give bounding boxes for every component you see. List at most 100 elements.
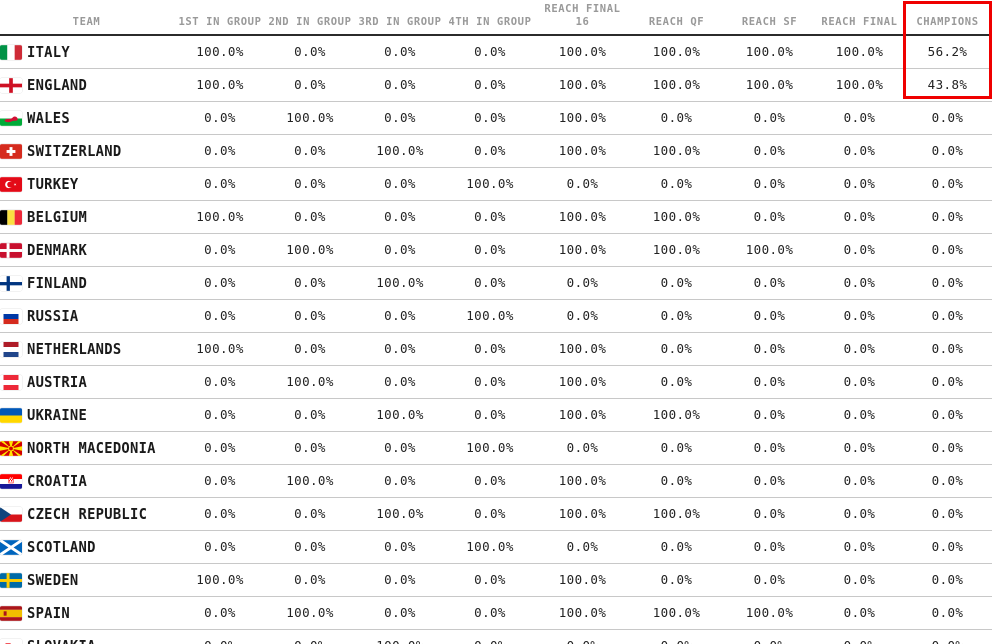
cell-value: 0.0% <box>384 242 416 257</box>
cell-reach-sf: 0.0% <box>723 563 816 597</box>
cell-value: 0.0% <box>204 374 236 389</box>
cell-champions: 0.0% <box>903 530 992 564</box>
flag-italy-icon <box>0 44 22 60</box>
cell-value: 0.0% <box>660 539 693 554</box>
column-header-1st-in-group[interactable]: 1ST IN GROUP <box>175 0 265 36</box>
table-row[interactable]: TURKEY 0.0% 0.0% 0.0% 100.0% 0.0% 0.0% 0.0% 0.0%… <box>0 167 992 201</box>
cell-1st-in-group: 100.0% <box>175 68 265 102</box>
cell-4th-in-group: 0.0% <box>445 200 535 234</box>
team-cell[interactable]: SWEDEN <box>0 563 175 597</box>
column-header-team[interactable]: TEAM <box>0 0 175 36</box>
cell-champions: 0.0% <box>903 563 992 597</box>
cell-4th-in-group: 100.0% <box>445 431 535 465</box>
table-row[interactable]: BELGIUM 100.0% 0.0% 0.0% 0.0% 100.0% 100.0% 0.0… <box>0 200 992 234</box>
cell-4th-in-group: 0.0% <box>445 134 535 168</box>
table-row[interactable]: NETHERLANDS 100.0% 0.0% 0.0% 0.0% 100.0% 0.0% 0… <box>0 332 992 366</box>
cell-reach-qf: 100.0% <box>630 35 723 69</box>
table-row[interactable]: CROATIA 0.0% 100.0% 0.0% 0.0% 100.0% 0.0% 0.0% 0… <box>0 464 992 498</box>
table-row[interactable]: ITALY 100.0% 0.0% 0.0% 0.0% 100.0% 100.0% 100.0… <box>0 35 992 69</box>
table-row[interactable]: FINLAND 0.0% 0.0% 100.0% 0.0% 0.0% 0.0% 0.0% 0.0… <box>0 266 992 300</box>
cell-4th-in-group: 0.0% <box>445 332 535 366</box>
table-row[interactable]: RUSSIA 0.0% 0.0% 0.0% 100.0% 0.0% 0.0% 0.0% 0.0%… <box>0 299 992 333</box>
team-cell[interactable]: NETHERLANDS <box>0 332 175 366</box>
team-cell[interactable]: TURKEY <box>0 167 175 201</box>
team-cell[interactable]: AUSTRIA <box>0 365 175 399</box>
cell-4th-in-group: 0.0% <box>445 233 535 267</box>
cell-value: 0.0% <box>660 176 693 191</box>
cell-1st-in-group: 0.0% <box>175 134 265 168</box>
cell-value: 100.0% <box>376 275 424 290</box>
cell-reach-sf: 100.0% <box>723 35 816 69</box>
cell-value: 0.0% <box>294 143 326 158</box>
cell-champions: 0.0% <box>903 167 992 201</box>
team-cell[interactable]: SWITZERLAND <box>0 134 175 168</box>
cell-2nd-in-group: 0.0% <box>265 530 355 564</box>
column-header-2nd-in-group[interactable]: 2ND IN GROUP <box>265 0 355 36</box>
table-row[interactable]: SLOVAKIA0.0%0.0%100.0%0.0%0.0%0.0%0.0%0.… <box>0 629 992 644</box>
cell-value: 0.0% <box>294 77 326 92</box>
cell-value: 0.0% <box>294 176 326 191</box>
team-name: TURKEY <box>27 175 79 193</box>
cell-value: 100.0% <box>652 77 701 92</box>
cell-value: 0.0% <box>843 374 876 389</box>
team-name: FINLAND <box>27 274 88 292</box>
table-row[interactable]: SCOTLAND 0.0% 0.0% 0.0% 100.0% 0.0% 0.0% 0.0% 0.… <box>0 530 992 564</box>
cell-3rd-in-group: 0.0% <box>355 200 445 234</box>
cell-value: 0.0% <box>843 176 876 191</box>
cell-champions: 0.0% <box>903 332 992 366</box>
team-cell[interactable]: WALES <box>0 101 175 135</box>
team-name: SWITZERLAND <box>27 142 122 160</box>
team-cell[interactable]: NORTH MACEDONIA <box>0 431 175 465</box>
team-cell[interactable]: CZECH REPUBLIC <box>0 497 175 531</box>
column-header-reach-final[interactable]: REACH FINAL <box>816 0 903 36</box>
column-header-reach-sf[interactable]: REACH SF <box>723 0 816 36</box>
cell-value: 0.0% <box>931 440 964 455</box>
cell-2nd-in-group: 100.0% <box>265 101 355 135</box>
cell-value: 0.0% <box>474 506 506 521</box>
column-header-4th-in-group[interactable]: 4TH IN GROUP <box>445 0 535 36</box>
team-cell[interactable]: BELGIUM <box>0 200 175 234</box>
table-row[interactable]: AUSTRIA 0.0% 100.0% 0.0% 0.0% 100.0% 0.0% 0.0% 0… <box>0 365 992 399</box>
table-row[interactable]: SPAIN 0.0% 100.0% 0.0% 0.0% 100.0% 100.0% 100.0… <box>0 596 992 630</box>
cell-3rd-in-group: 0.0% <box>355 35 445 69</box>
team-cell[interactable]: UKRAINE <box>0 398 175 432</box>
table-row[interactable]: WALES 0.0% 100.0% 0.0% 0.0% 100.0% 0.0% 0.0% 0.0… <box>0 101 992 135</box>
cell-value: 0.0% <box>931 341 964 356</box>
team-cell[interactable]: RUSSIA <box>0 299 175 333</box>
team-cell[interactable]: ITALY <box>0 35 175 69</box>
cell-champions: 0.0% <box>903 629 992 644</box>
team-cell[interactable]: CROATIA <box>0 464 175 498</box>
table-row[interactable]: UKRAINE 0.0% 0.0% 100.0% 0.0% 100.0% 100.0% 0.0… <box>0 398 992 432</box>
table-row[interactable]: SWITZERLAND 0.0% 0.0% 100.0% 0.0% 100.0% 100.0… <box>0 134 992 168</box>
table-row[interactable]: NORTH MACEDONIA 0.0% 0.0% 0.0% 100.0% 0.0% 0.0… <box>0 431 992 465</box>
table-row[interactable]: DENMARK 0.0% 100.0% 0.0% 0.0% 100.0% 100.0% 100… <box>0 233 992 267</box>
team-cell[interactable]: SCOTLAND <box>0 530 175 564</box>
column-header-reach-qf[interactable]: REACH QF <box>630 0 723 36</box>
table-row[interactable]: CZECH REPUBLIC 0.0% 0.0% 100.0% 0.0% 100.0% 10… <box>0 497 992 531</box>
cell-value: 0.0% <box>294 308 326 323</box>
column-header-champions[interactable]: CHAMPIONS <box>903 0 992 36</box>
cell-value: 0.0% <box>535 630 630 644</box>
team-cell[interactable]: DENMARK <box>0 233 175 267</box>
team-cell[interactable]: ENGLAND <box>0 68 175 102</box>
cell-1st-in-group: 0.0% <box>175 101 265 135</box>
cell-3rd-in-group: 100.0% <box>355 497 445 531</box>
cell-value: 0.0% <box>384 44 416 59</box>
cell-value: 0.0% <box>931 539 964 554</box>
team-cell[interactable]: SPAIN <box>0 596 175 630</box>
cell-champions: 0.0% <box>903 200 992 234</box>
cell-value: 100.0% <box>558 341 607 356</box>
team-cell[interactable]: SLOVAKIA <box>0 629 175 644</box>
cell-reach-final: 0.0% <box>816 101 903 135</box>
cell-reach-final-16: 100.0% <box>535 134 630 168</box>
cell-value: 0.0% <box>843 506 876 521</box>
cell-value: 100.0% <box>558 506 607 521</box>
column-header-3rd-in-group[interactable]: 3RD IN GROUP <box>355 0 445 36</box>
cell-4th-in-group: 0.0% <box>445 497 535 531</box>
table-row[interactable]: SWEDEN 100.0% 0.0% 0.0% 0.0% 100.0% 0.0% 0.0% 0.… <box>0 563 992 597</box>
team-cell[interactable]: FINLAND <box>0 266 175 300</box>
column-header-reach-final-16[interactable]: REACH FINAL 16 <box>535 0 630 36</box>
cell-4th-in-group: 0.0% <box>445 398 535 432</box>
table-row[interactable]: ENGLAND 100.0% 0.0% 0.0% 0.0% 100.0% 100.0% 100… <box>0 68 992 102</box>
